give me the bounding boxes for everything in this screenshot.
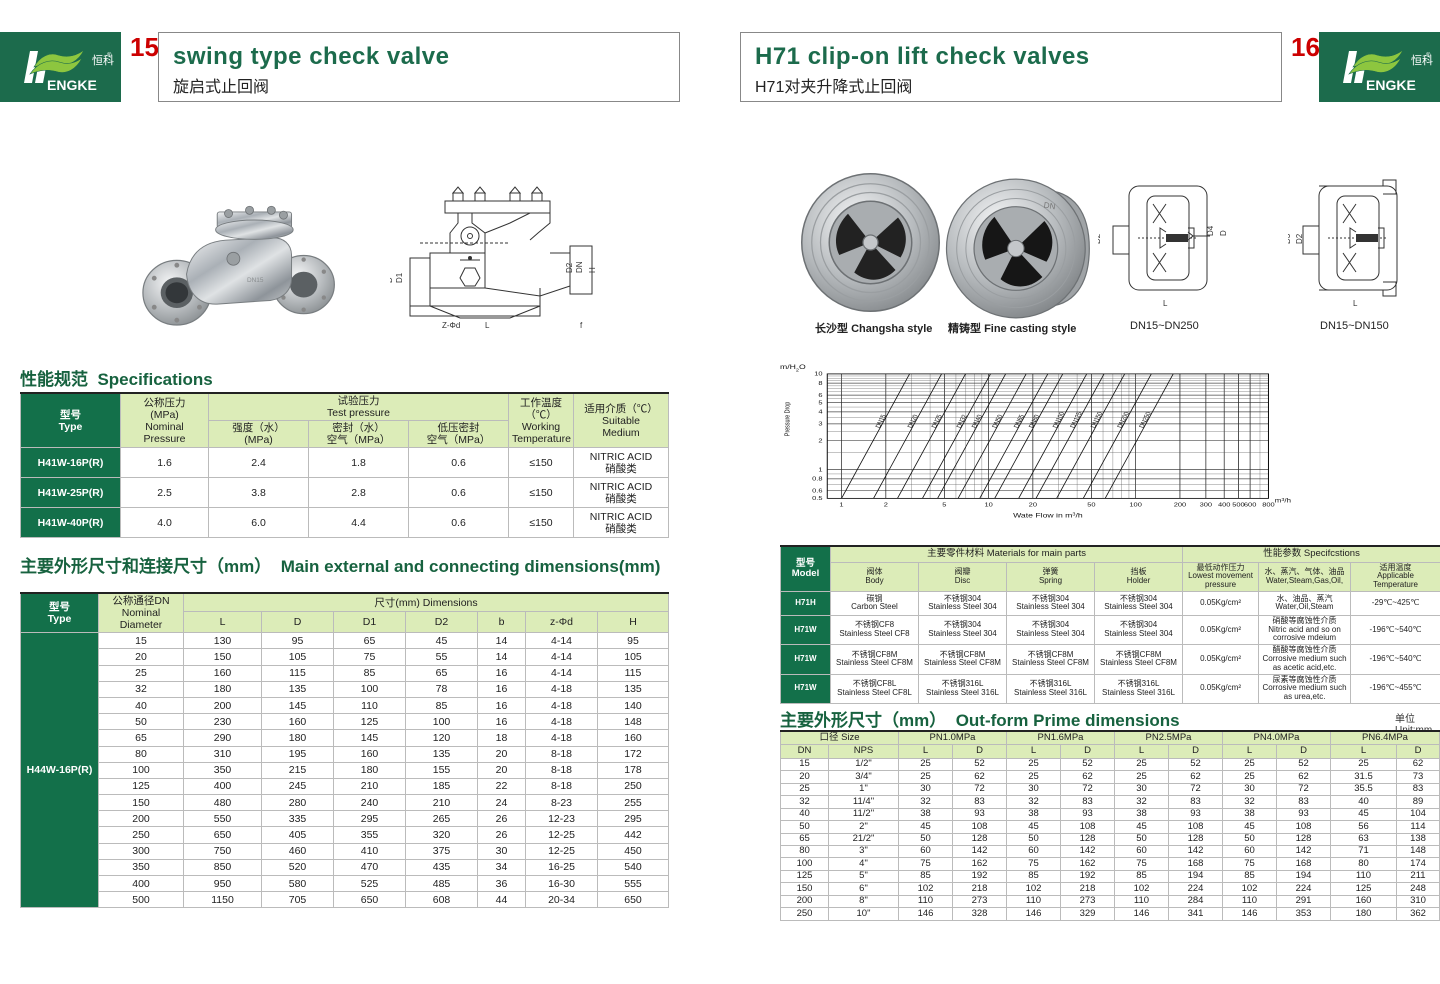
svg-text:6: 6 [818, 393, 823, 399]
svg-text:8: 8 [818, 381, 823, 387]
svg-text:600: 600 [1244, 502, 1257, 508]
svg-text:®: ® [1426, 52, 1431, 59]
svg-text:H: H [588, 267, 597, 273]
svg-text:Pressure Drop: Pressure Drop [784, 401, 792, 436]
svg-text:D4: D4 [1206, 225, 1215, 236]
svg-text:D: D [1219, 230, 1228, 236]
svg-text:4: 4 [818, 409, 823, 415]
svg-text:10: 10 [814, 371, 823, 377]
svg-text:3: 3 [818, 421, 823, 427]
svg-text:0.6: 0.6 [812, 488, 823, 494]
svg-text:50: 50 [1087, 502, 1096, 508]
svg-text:D2: D2 [1098, 233, 1102, 244]
svg-text:100: 100 [1129, 502, 1142, 508]
svg-text:D2: D2 [1295, 233, 1304, 244]
svg-text:DN: DN [1043, 201, 1056, 212]
svg-text:200: 200 [1174, 502, 1187, 508]
svg-text:ENGKE: ENGKE [47, 77, 97, 93]
svg-text:ENGKE: ENGKE [1366, 77, 1416, 93]
svg-text:Wate Flow in m3/h: Wate Flow in m3/h [1013, 511, 1083, 519]
svg-text:m/H2O: m/H2O [780, 363, 806, 373]
svg-text:20: 20 [1029, 502, 1038, 508]
svg-text:5: 5 [818, 400, 823, 406]
svg-text:400: 400 [1218, 502, 1231, 508]
svg-text:DN15: DN15 [247, 277, 264, 284]
svg-text:®: ® [107, 52, 112, 59]
svg-text:5: 5 [942, 502, 947, 508]
svg-text:D3: D3 [1288, 233, 1292, 244]
svg-text:D: D [390, 277, 394, 283]
svg-text:300: 300 [1200, 502, 1213, 508]
svg-text:1: 1 [839, 502, 844, 508]
svg-text:2: 2 [884, 502, 889, 508]
svg-text:2: 2 [818, 438, 823, 444]
svg-text:f: f [580, 321, 583, 330]
svg-text:L: L [1163, 299, 1168, 308]
svg-text:DN: DN [575, 261, 584, 273]
svg-text:D2: D2 [565, 262, 574, 273]
svg-text:800: 800 [1262, 502, 1275, 508]
svg-text:10: 10 [984, 502, 993, 508]
svg-text:L: L [1353, 299, 1358, 308]
svg-text:Z-Φd: Z-Φd [442, 321, 460, 330]
svg-text:0.8: 0.8 [812, 476, 823, 482]
svg-text:D1: D1 [395, 272, 404, 283]
svg-text:0.5: 0.5 [812, 496, 823, 502]
svg-text:m3/h: m3/h [1275, 497, 1291, 504]
svg-text:L: L [485, 321, 490, 330]
svg-text:1: 1 [818, 467, 823, 473]
